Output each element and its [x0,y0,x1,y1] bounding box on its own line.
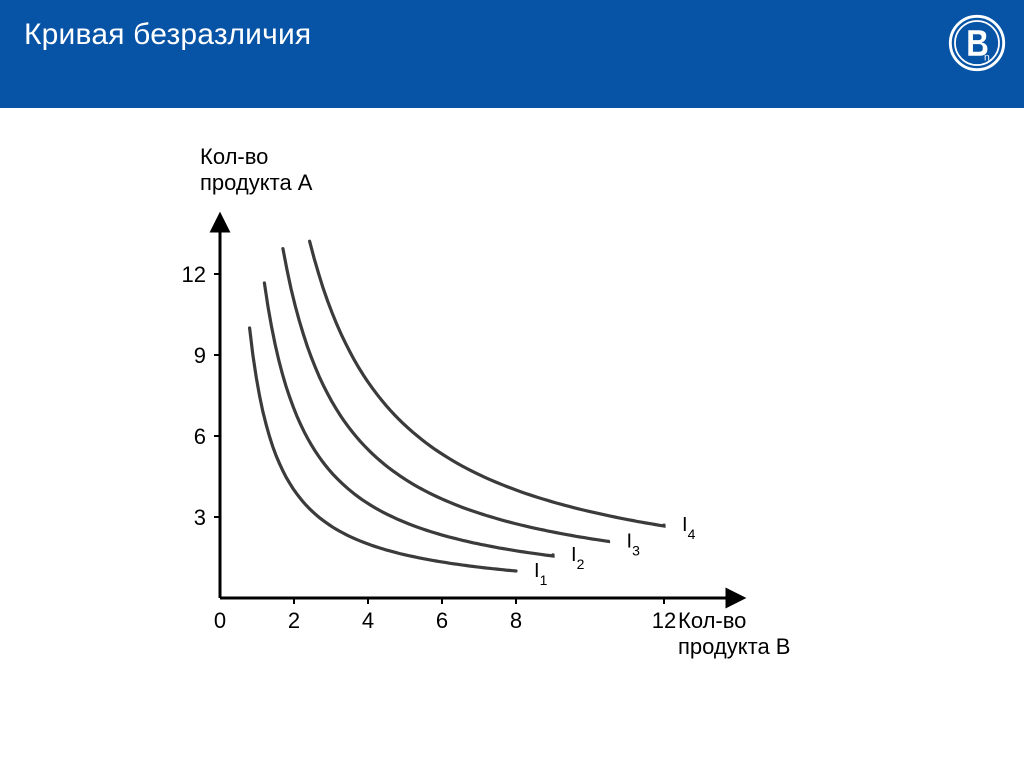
x-tick-label: 6 [436,608,448,633]
x-tick-label: 4 [362,608,374,633]
y-tick-label: 6 [194,424,206,449]
x-tick-label: 0 [214,608,226,633]
y-tick-label: 12 [182,262,206,287]
x-tick-label: 8 [510,608,522,633]
curve-label: I3 [627,530,641,558]
x-tick-label: 12 [652,608,676,633]
slide-content: Кол-вопродукта А369120246812Кол-вопродук… [0,108,1024,768]
indifference-curve [310,241,664,526]
curve-label: I2 [571,544,585,572]
slide-title: Кривая безразличия [24,18,311,52]
chart-svg: Кол-вопродукта А369120246812Кол-вопродук… [90,138,810,698]
x-axis-label: продукта В [678,634,790,659]
indifference-curve [264,283,553,556]
indifference-curve [283,249,609,542]
slide: Кривая безразличия n Кол-вопродукта А369… [0,0,1024,768]
y-axis-label: продукта А [200,170,313,195]
indifference-chart: Кол-вопродукта А369120246812Кол-вопродук… [90,138,810,703]
x-tick-label: 2 [288,608,300,633]
y-tick-label: 9 [194,343,206,368]
curve-label: I1 [534,560,548,588]
x-axis-label: Кол-во [678,608,746,633]
curve-label: I4 [682,514,696,542]
svg-text:n: n [984,52,990,63]
y-axis-label: Кол-во [200,144,268,169]
slide-header: Кривая безразличия n [0,0,1024,108]
indifference-curve [250,328,516,571]
y-tick-label: 3 [194,505,206,530]
hse-logo-icon: n [948,14,1006,72]
